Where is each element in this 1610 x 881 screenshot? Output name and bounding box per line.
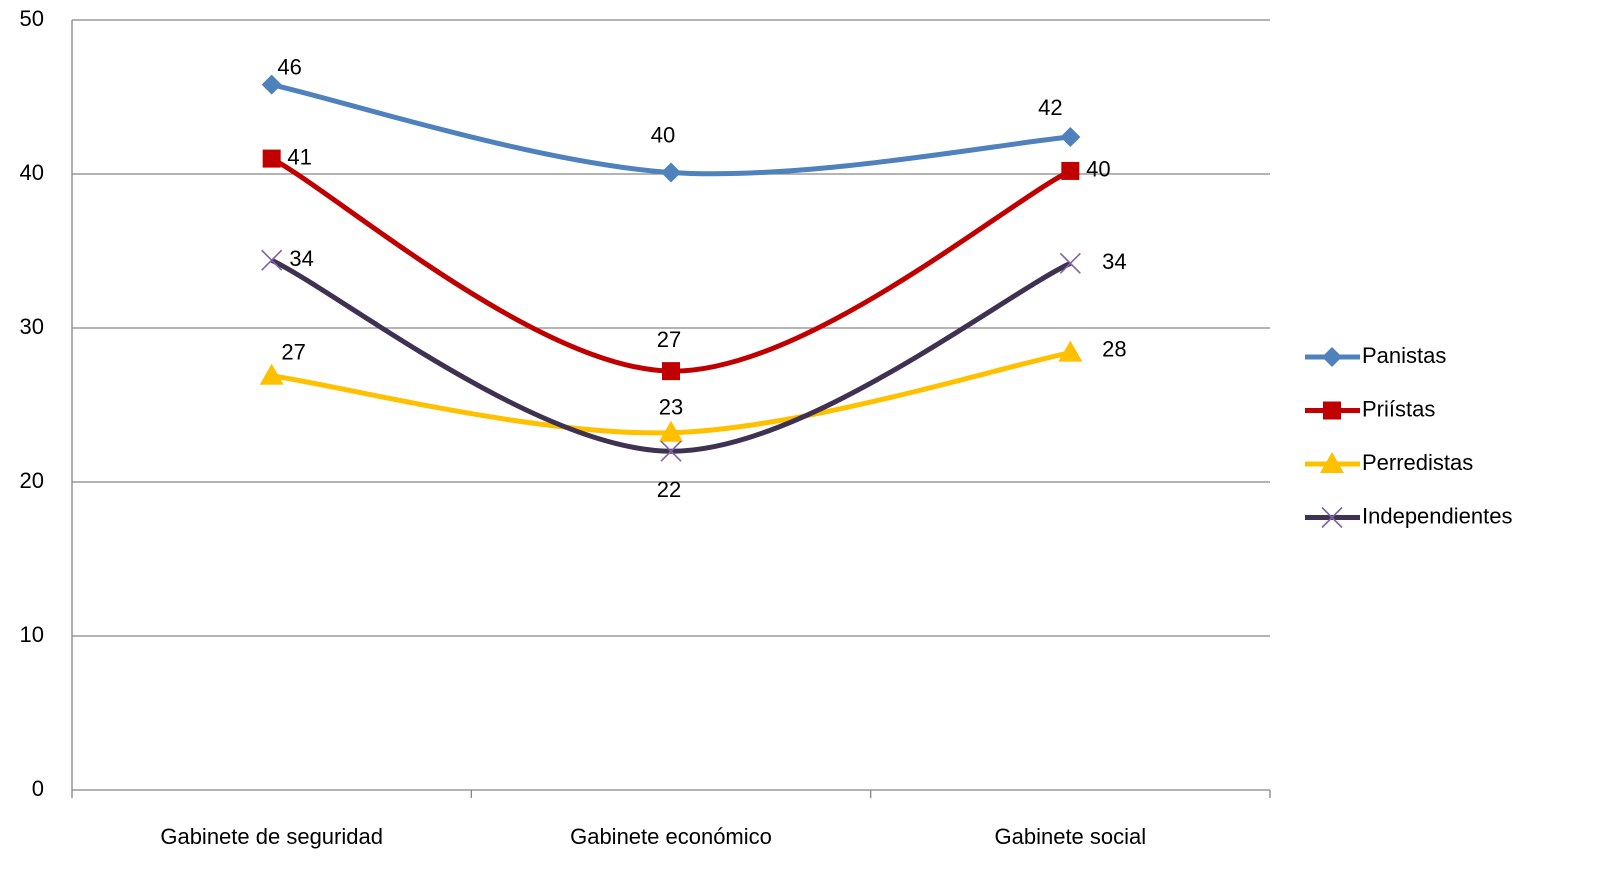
marker <box>662 362 680 381</box>
y-tick-label: 30 <box>20 314 44 339</box>
marker <box>1059 252 1081 274</box>
data-label: 34 <box>289 246 313 271</box>
data-label: 28 <box>1102 336 1126 361</box>
marker <box>659 420 683 442</box>
marker <box>1320 452 1344 473</box>
legend-label: Panistas <box>1362 343 1446 368</box>
y-tick-label: 20 <box>20 468 44 493</box>
legend-label: Independientes <box>1362 503 1512 528</box>
data-label: 40 <box>1086 157 1110 182</box>
data-label: 27 <box>657 327 681 352</box>
y-tick-label: 0 <box>32 776 44 801</box>
marker <box>660 440 682 462</box>
data-label: 42 <box>1038 95 1062 120</box>
y-tick-label: 10 <box>20 622 44 647</box>
data-label: 23 <box>659 395 683 420</box>
marker <box>1061 161 1080 180</box>
marker <box>1321 506 1343 529</box>
x-tick-label: Gabinete de seguridad <box>160 824 383 849</box>
marker <box>261 249 283 271</box>
legend-label: Priístas <box>1362 396 1435 421</box>
legend-label: Perredistas <box>1362 450 1473 475</box>
data-label: 46 <box>277 54 301 79</box>
data-label: 40 <box>651 122 675 147</box>
marker <box>261 74 282 95</box>
marker <box>1060 127 1081 148</box>
marker <box>1323 401 1341 420</box>
data-label: 22 <box>657 477 681 502</box>
marker <box>262 149 281 168</box>
x-tick-label: Gabinete social <box>995 824 1147 849</box>
marker <box>1322 347 1342 367</box>
y-tick-label: 50 <box>20 6 44 31</box>
data-label: 41 <box>287 144 311 169</box>
marker <box>1058 340 1083 362</box>
marker <box>259 363 284 385</box>
data-label: 27 <box>281 340 305 365</box>
y-tick-label: 40 <box>20 160 44 185</box>
x-tick-label: Gabinete económico <box>570 824 772 849</box>
marker <box>661 162 681 183</box>
data-label: 34 <box>1102 249 1126 274</box>
